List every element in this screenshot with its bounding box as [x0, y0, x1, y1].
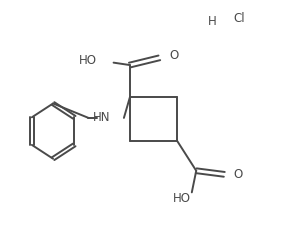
Text: HN: HN — [93, 111, 111, 124]
Text: H: H — [208, 15, 217, 28]
Text: O: O — [233, 168, 242, 181]
Text: HO: HO — [173, 192, 190, 205]
Text: HO: HO — [79, 54, 97, 67]
Text: Cl: Cl — [233, 12, 245, 25]
Text: O: O — [170, 49, 179, 62]
